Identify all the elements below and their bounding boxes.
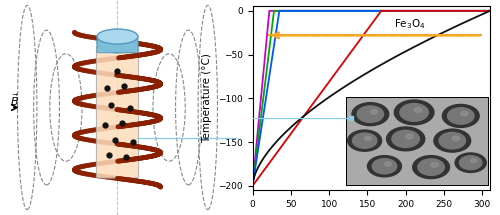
FancyBboxPatch shape <box>96 46 138 178</box>
Ellipse shape <box>97 33 138 53</box>
FancyBboxPatch shape <box>97 35 138 53</box>
Text: $\vec{B}$: $\vec{B}$ <box>10 92 19 108</box>
Ellipse shape <box>97 29 138 44</box>
Y-axis label: Temperature (°C): Temperature (°C) <box>202 53 212 143</box>
Text: Fe$_3$O$_4$: Fe$_3$O$_4$ <box>394 17 426 31</box>
